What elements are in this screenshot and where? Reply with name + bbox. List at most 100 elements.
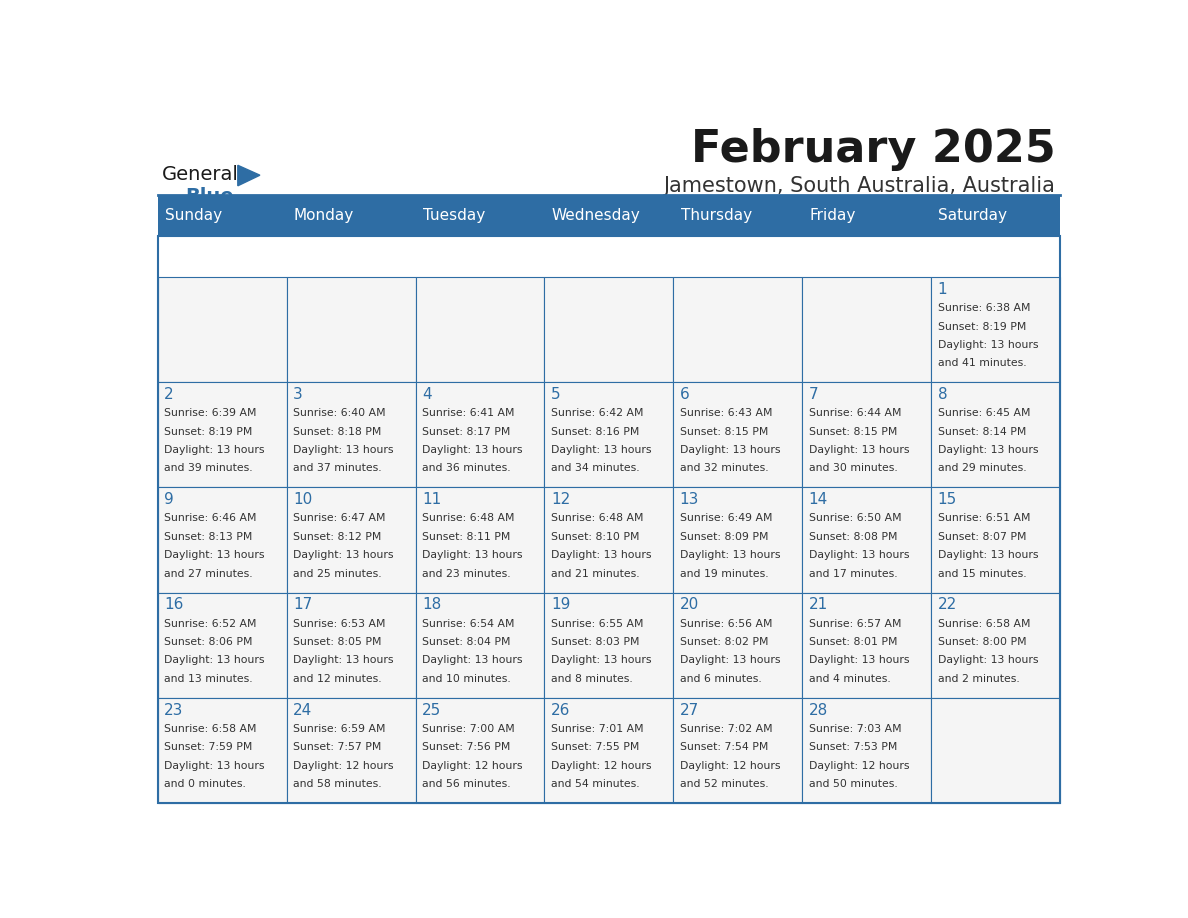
Text: Daylight: 12 hours: Daylight: 12 hours — [422, 761, 523, 770]
Text: Sunday: Sunday — [165, 208, 222, 223]
Text: Daylight: 13 hours: Daylight: 13 hours — [293, 550, 393, 560]
Text: General: General — [163, 165, 239, 185]
Text: 21: 21 — [809, 598, 828, 612]
Text: Sunrise: 6:49 AM: Sunrise: 6:49 AM — [680, 513, 772, 523]
Text: Daylight: 12 hours: Daylight: 12 hours — [809, 761, 909, 770]
FancyBboxPatch shape — [158, 195, 1060, 236]
Text: Jamestown, South Australia, Australia: Jamestown, South Australia, Australia — [664, 175, 1055, 196]
Text: Daylight: 13 hours: Daylight: 13 hours — [937, 340, 1038, 350]
Text: Sunset: 8:15 PM: Sunset: 8:15 PM — [809, 427, 897, 437]
Text: and 36 minutes.: and 36 minutes. — [422, 464, 511, 474]
Text: Sunrise: 7:00 AM: Sunrise: 7:00 AM — [422, 724, 514, 733]
Text: and 21 minutes.: and 21 minutes. — [551, 568, 639, 578]
FancyBboxPatch shape — [931, 592, 1060, 698]
FancyBboxPatch shape — [674, 277, 802, 382]
Text: 16: 16 — [164, 598, 183, 612]
FancyBboxPatch shape — [674, 487, 802, 592]
Text: Daylight: 13 hours: Daylight: 13 hours — [293, 445, 393, 455]
FancyBboxPatch shape — [158, 277, 286, 382]
Text: Sunrise: 6:57 AM: Sunrise: 6:57 AM — [809, 619, 902, 629]
Text: Sunrise: 6:44 AM: Sunrise: 6:44 AM — [809, 409, 902, 419]
Text: 13: 13 — [680, 492, 699, 508]
Text: Daylight: 13 hours: Daylight: 13 hours — [551, 550, 651, 560]
Text: and 30 minutes.: and 30 minutes. — [809, 464, 897, 474]
Text: Sunrise: 6:56 AM: Sunrise: 6:56 AM — [680, 619, 772, 629]
Text: Sunset: 8:13 PM: Sunset: 8:13 PM — [164, 532, 253, 542]
FancyBboxPatch shape — [416, 698, 544, 803]
FancyBboxPatch shape — [416, 382, 544, 487]
Text: Sunrise: 6:38 AM: Sunrise: 6:38 AM — [937, 303, 1030, 313]
Polygon shape — [238, 165, 260, 185]
FancyBboxPatch shape — [286, 382, 416, 487]
Text: 5: 5 — [551, 387, 561, 402]
Text: Sunset: 8:11 PM: Sunset: 8:11 PM — [422, 532, 511, 542]
Text: Daylight: 13 hours: Daylight: 13 hours — [551, 655, 651, 666]
FancyBboxPatch shape — [802, 592, 931, 698]
Text: Monday: Monday — [293, 208, 354, 223]
Text: Daylight: 13 hours: Daylight: 13 hours — [551, 445, 651, 455]
Text: Wednesday: Wednesday — [551, 208, 640, 223]
FancyBboxPatch shape — [158, 698, 286, 803]
Text: Sunset: 8:19 PM: Sunset: 8:19 PM — [164, 427, 253, 437]
Text: Sunrise: 6:59 AM: Sunrise: 6:59 AM — [293, 724, 386, 733]
FancyBboxPatch shape — [286, 487, 416, 592]
Text: 14: 14 — [809, 492, 828, 508]
Text: Daylight: 12 hours: Daylight: 12 hours — [293, 761, 393, 770]
Text: Sunset: 7:56 PM: Sunset: 7:56 PM — [422, 743, 511, 752]
FancyBboxPatch shape — [674, 382, 802, 487]
Text: February 2025: February 2025 — [690, 128, 1055, 171]
Text: Sunset: 8:07 PM: Sunset: 8:07 PM — [937, 532, 1026, 542]
Text: Friday: Friday — [809, 208, 855, 223]
Text: and 37 minutes.: and 37 minutes. — [293, 464, 381, 474]
FancyBboxPatch shape — [286, 277, 416, 382]
Text: Daylight: 13 hours: Daylight: 13 hours — [937, 445, 1038, 455]
Text: 7: 7 — [809, 387, 819, 402]
Text: Sunrise: 6:43 AM: Sunrise: 6:43 AM — [680, 409, 772, 419]
Text: Sunset: 8:05 PM: Sunset: 8:05 PM — [293, 637, 381, 647]
Text: 12: 12 — [551, 492, 570, 508]
FancyBboxPatch shape — [416, 487, 544, 592]
Text: Sunrise: 6:48 AM: Sunrise: 6:48 AM — [422, 513, 514, 523]
Text: Daylight: 13 hours: Daylight: 13 hours — [809, 550, 909, 560]
Text: Sunrise: 6:52 AM: Sunrise: 6:52 AM — [164, 619, 257, 629]
Text: Sunset: 8:14 PM: Sunset: 8:14 PM — [937, 427, 1026, 437]
Text: Daylight: 13 hours: Daylight: 13 hours — [164, 655, 265, 666]
Text: Daylight: 13 hours: Daylight: 13 hours — [809, 445, 909, 455]
Text: Sunset: 8:12 PM: Sunset: 8:12 PM — [293, 532, 381, 542]
Text: Sunrise: 7:01 AM: Sunrise: 7:01 AM — [551, 724, 644, 733]
Text: Sunset: 7:53 PM: Sunset: 7:53 PM — [809, 743, 897, 752]
Text: and 25 minutes.: and 25 minutes. — [293, 568, 381, 578]
Text: and 54 minutes.: and 54 minutes. — [551, 779, 639, 789]
Text: and 13 minutes.: and 13 minutes. — [164, 674, 253, 684]
FancyBboxPatch shape — [158, 487, 286, 592]
Text: Sunset: 8:06 PM: Sunset: 8:06 PM — [164, 637, 253, 647]
FancyBboxPatch shape — [674, 698, 802, 803]
FancyBboxPatch shape — [802, 382, 931, 487]
Text: Sunset: 8:01 PM: Sunset: 8:01 PM — [809, 637, 897, 647]
Text: Sunset: 8:08 PM: Sunset: 8:08 PM — [809, 532, 897, 542]
Text: Daylight: 13 hours: Daylight: 13 hours — [422, 655, 523, 666]
Text: Sunrise: 6:39 AM: Sunrise: 6:39 AM — [164, 409, 257, 419]
Text: 19: 19 — [551, 598, 570, 612]
Text: Sunset: 8:00 PM: Sunset: 8:00 PM — [937, 637, 1026, 647]
FancyBboxPatch shape — [416, 277, 544, 382]
Text: and 50 minutes.: and 50 minutes. — [809, 779, 897, 789]
Text: Sunset: 8:17 PM: Sunset: 8:17 PM — [422, 427, 511, 437]
Text: and 34 minutes.: and 34 minutes. — [551, 464, 639, 474]
Text: 27: 27 — [680, 702, 699, 718]
Text: Sunrise: 6:50 AM: Sunrise: 6:50 AM — [809, 513, 902, 523]
Text: 25: 25 — [422, 702, 441, 718]
FancyBboxPatch shape — [158, 382, 286, 487]
FancyBboxPatch shape — [802, 487, 931, 592]
FancyBboxPatch shape — [802, 277, 931, 382]
Text: and 8 minutes.: and 8 minutes. — [551, 674, 632, 684]
Text: and 17 minutes.: and 17 minutes. — [809, 568, 897, 578]
Text: Daylight: 12 hours: Daylight: 12 hours — [551, 761, 651, 770]
Text: Daylight: 13 hours: Daylight: 13 hours — [937, 550, 1038, 560]
FancyBboxPatch shape — [544, 698, 674, 803]
Text: and 32 minutes.: and 32 minutes. — [680, 464, 769, 474]
Text: and 10 minutes.: and 10 minutes. — [422, 674, 511, 684]
Text: Daylight: 13 hours: Daylight: 13 hours — [680, 445, 781, 455]
Text: Daylight: 12 hours: Daylight: 12 hours — [680, 761, 781, 770]
Text: and 12 minutes.: and 12 minutes. — [293, 674, 381, 684]
